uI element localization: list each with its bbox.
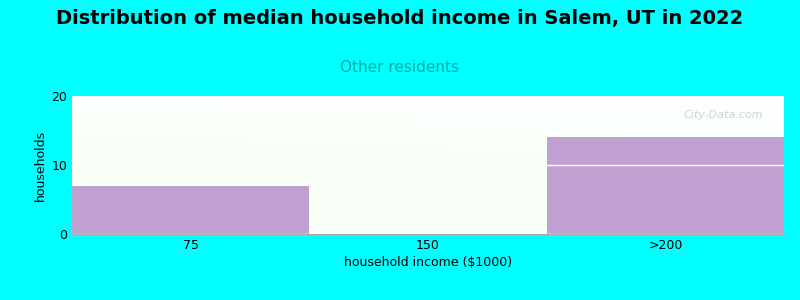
Bar — [546, 137, 784, 234]
Text: Distribution of median household income in Salem, UT in 2022: Distribution of median household income … — [56, 9, 744, 28]
Bar — [72, 186, 310, 234]
Text: City-Data.com: City-Data.com — [683, 110, 762, 120]
X-axis label: household income ($1000): household income ($1000) — [344, 256, 512, 269]
Y-axis label: households: households — [34, 129, 47, 201]
Text: Other residents: Other residents — [341, 60, 459, 75]
